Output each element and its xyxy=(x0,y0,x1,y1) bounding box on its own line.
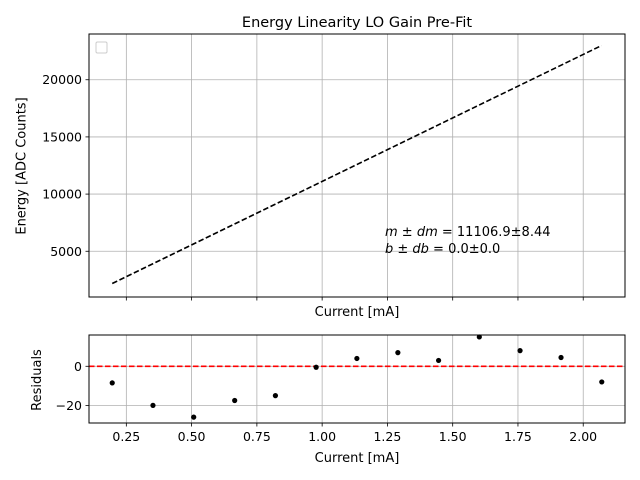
bottom-x-tick-label: 1.75 xyxy=(504,429,532,444)
bottom-x-tick-label: 2.00 xyxy=(569,429,597,444)
bottom-y-tick-label: 0 xyxy=(74,359,82,374)
residual-point xyxy=(517,348,523,354)
bottom-grid xyxy=(89,335,625,423)
top-x-ticks xyxy=(125,297,584,301)
bottom-x-tick-label: 1.50 xyxy=(439,429,467,444)
residual-point xyxy=(395,350,401,356)
bottom-x-tick-label: 1.25 xyxy=(373,429,401,444)
residual-point xyxy=(313,364,319,370)
bottom-panel: −20 0 0.25 0.50 0.75 1.00 1.25 1.50 1.75 2.00 Re… xyxy=(30,334,626,466)
fit-annotation-intercept: b ± db = 0.0±0.0 xyxy=(385,242,500,257)
bottom-x-tick-label: 0.25 xyxy=(112,429,140,444)
residual-point xyxy=(558,354,564,361)
top-axes-frame xyxy=(88,33,626,298)
fit-annotation-slope: m ± dm = 11106.9±8.44 xyxy=(385,225,551,240)
top-title: Energy Linearity LO Gain Pre-Fit xyxy=(242,15,472,31)
top-y-tick-label: 15000 xyxy=(42,129,82,144)
slope-label: m ± dm xyxy=(385,225,438,240)
residual-point xyxy=(435,357,442,364)
intercept-value: = 0.0±0.0 xyxy=(429,242,500,257)
bottom-ylabel: Residuals xyxy=(30,349,45,411)
top-y-tick-label: 5000 xyxy=(50,244,82,259)
top-xlabel: Current [mA] xyxy=(315,305,400,320)
residual-point xyxy=(150,402,156,408)
top-y-ticks: 5000 10000 15000 20000 xyxy=(42,72,89,259)
top-panel: Energy Linearity LO Gain Pre-Fit 5000 100… xyxy=(15,15,626,320)
fit-line xyxy=(111,44,602,285)
bottom-xlabel: Current [mA] xyxy=(315,451,400,466)
residual-point xyxy=(476,334,482,340)
top-y-tick-label: 20000 xyxy=(42,72,82,87)
residual-point xyxy=(354,355,360,362)
bottom-x-tick-label: 1.00 xyxy=(308,429,336,444)
top-ylabel: Energy [ADC Counts] xyxy=(15,97,30,234)
bottom-x-tick-label: 0.50 xyxy=(178,429,206,444)
residual-point xyxy=(109,380,115,386)
bottom-y-ticks: −20 0 xyxy=(56,359,89,413)
residual-point xyxy=(272,393,279,399)
bottom-y-tick-label: −20 xyxy=(56,398,82,413)
residual-point xyxy=(599,379,605,385)
bottom-x-ticks: 0.25 0.50 0.75 1.00 1.25 1.50 1.75 2.00 xyxy=(112,423,597,444)
bottom-x-tick-label: 0.75 xyxy=(243,429,271,444)
slope-value: = 11106.9±8.44 xyxy=(438,225,551,240)
legend-box xyxy=(95,41,108,54)
residual-point xyxy=(191,414,197,420)
residual-point xyxy=(232,397,238,404)
intercept-label: b ± db xyxy=(385,242,429,257)
bottom-points xyxy=(109,334,605,420)
top-grid xyxy=(89,34,625,297)
top-y-tick-label: 10000 xyxy=(42,187,82,202)
bottom-axes-frame xyxy=(88,334,626,424)
top-series xyxy=(111,44,602,285)
